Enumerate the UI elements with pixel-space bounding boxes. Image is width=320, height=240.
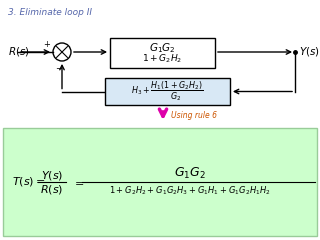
Text: $G_1G_2$: $G_1G_2$: [149, 41, 176, 55]
Text: $Y(s)$: $Y(s)$: [41, 168, 63, 181]
Text: 3. Eliminate loop II: 3. Eliminate loop II: [8, 8, 92, 17]
Bar: [110, 38, 215, 68]
Text: $H_3+\dfrac{H_1(1+G_2H_2)}{G_2}$: $H_3+\dfrac{H_1(1+G_2H_2)}{G_2}$: [131, 80, 204, 103]
Text: $R(s)$: $R(s)$: [40, 184, 64, 197]
Text: $Y(s)$: $Y(s)$: [299, 46, 320, 59]
Text: $T(s)=$: $T(s)=$: [12, 175, 45, 188]
Text: $R(s)$: $R(s)$: [8, 46, 30, 59]
FancyBboxPatch shape: [3, 128, 317, 236]
Text: Using rule 6: Using rule 6: [171, 112, 217, 120]
Text: $+$: $+$: [43, 39, 51, 49]
Text: $=$: $=$: [72, 177, 84, 187]
Text: $1+G_2H_2$: $1+G_2H_2$: [142, 53, 183, 65]
Text: $-$: $-$: [55, 62, 63, 71]
Bar: [105, 78, 230, 105]
Text: $1+G_2H_2+G_1G_2H_3+G_1H_1+G_1G_2H_1H_2$: $1+G_2H_2+G_1G_2H_3+G_1H_1+G_1G_2H_1H_2$: [109, 185, 271, 197]
Text: $G_1G_2$: $G_1G_2$: [174, 165, 206, 180]
